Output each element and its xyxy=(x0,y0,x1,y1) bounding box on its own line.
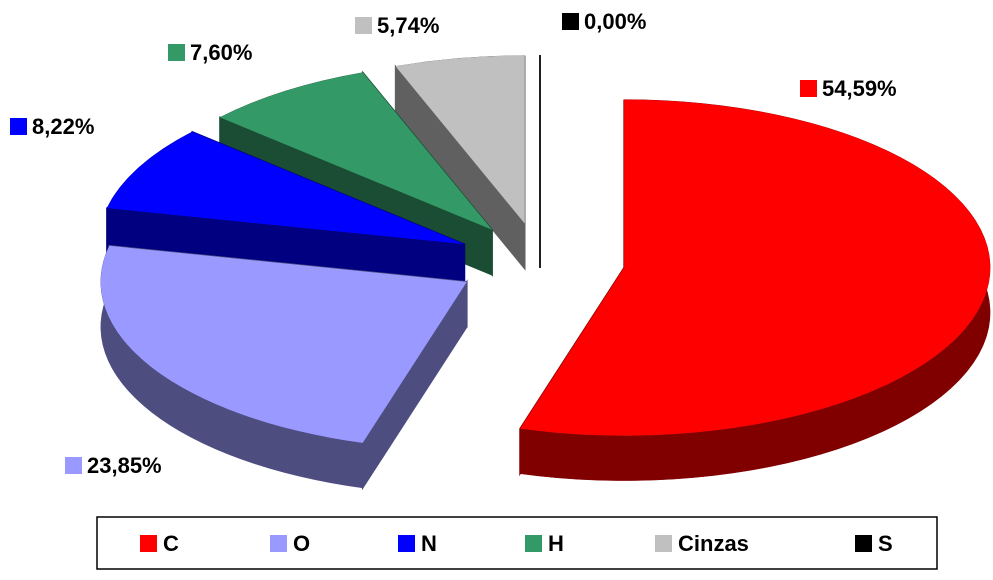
legend-swatch xyxy=(270,535,287,552)
label-swatch xyxy=(10,118,27,135)
legend-swatch xyxy=(398,535,415,552)
legend-label: H xyxy=(548,531,564,556)
legend-label: O xyxy=(293,531,310,556)
slice xyxy=(219,72,493,230)
label-swatch xyxy=(562,13,579,30)
legend-box xyxy=(96,516,938,570)
label-swatch xyxy=(168,44,185,61)
data-label: 5,74% xyxy=(377,13,439,38)
data-label: 7,60% xyxy=(190,40,252,65)
slice xyxy=(395,55,525,224)
label-swatch xyxy=(355,17,372,34)
legend-label: N xyxy=(421,531,437,556)
slice xyxy=(100,245,467,443)
label-swatch xyxy=(800,80,817,97)
legend-swatch xyxy=(855,535,872,552)
label-swatch xyxy=(65,457,82,474)
data-label: 23,85% xyxy=(87,453,162,478)
legend-label: S xyxy=(878,531,893,556)
legend-swatch xyxy=(655,535,672,552)
slice xyxy=(520,99,991,436)
data-label: 8,22% xyxy=(32,114,94,139)
legend-swatch xyxy=(140,535,157,552)
data-label: 0,00% xyxy=(584,9,646,34)
legend-label: C xyxy=(163,531,179,556)
legend-label: Cinzas xyxy=(678,531,749,556)
slice xyxy=(106,131,465,245)
legend-swatch xyxy=(525,535,542,552)
data-label: 54,59% xyxy=(822,76,897,101)
